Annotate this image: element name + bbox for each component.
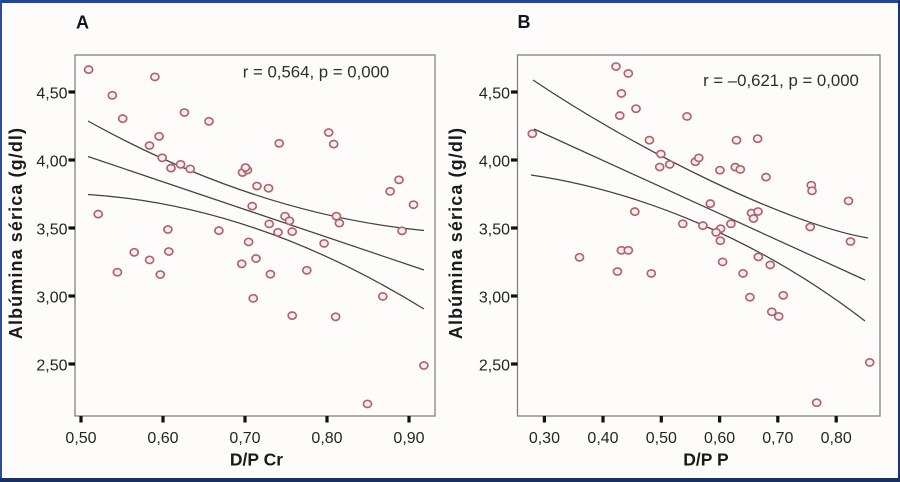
svg-text:0,40: 0,40 <box>587 430 618 447</box>
svg-text:4,50: 4,50 <box>36 85 67 102</box>
svg-text:r = –0,621, p = 0,000: r = –0,621, p = 0,000 <box>703 71 859 90</box>
svg-text:D/P Cr: D/P Cr <box>230 450 283 470</box>
svg-text:0,50: 0,50 <box>65 430 96 447</box>
svg-text:A: A <box>76 13 89 33</box>
svg-text:Albúmina sérica (g/dl): Albúmina sérica (g/dl) <box>446 127 466 339</box>
svg-text:3,50: 3,50 <box>36 221 67 238</box>
svg-text:r = 0,564, p = 0,000: r = 0,564, p = 0,000 <box>243 63 389 82</box>
svg-text:0,50: 0,50 <box>646 430 677 447</box>
svg-text:2,50: 2,50 <box>479 357 510 374</box>
svg-text:3,50: 3,50 <box>479 221 510 238</box>
svg-text:B: B <box>518 12 531 32</box>
svg-text:0,90: 0,90 <box>393 430 424 447</box>
svg-text:Albúmina sérica (g/dl): Albúmina sérica (g/dl) <box>6 127 26 339</box>
svg-text:0,70: 0,70 <box>762 430 793 447</box>
svg-text:0,80: 0,80 <box>821 430 852 447</box>
svg-text:0,60: 0,60 <box>704 430 735 447</box>
svg-text:4,50: 4,50 <box>479 85 510 102</box>
svg-text:2,50: 2,50 <box>36 357 67 374</box>
svg-text:4,00: 4,00 <box>36 153 67 170</box>
svg-text:0,60: 0,60 <box>147 430 178 447</box>
svg-text:3,00: 3,00 <box>479 289 510 306</box>
svg-text:0,80: 0,80 <box>311 430 342 447</box>
svg-text:0,70: 0,70 <box>229 430 260 447</box>
svg-text:0,30: 0,30 <box>529 430 560 447</box>
svg-text:4,00: 4,00 <box>479 153 510 170</box>
svg-text:D/P P: D/P P <box>683 450 729 470</box>
svg-text:3,00: 3,00 <box>36 289 67 306</box>
